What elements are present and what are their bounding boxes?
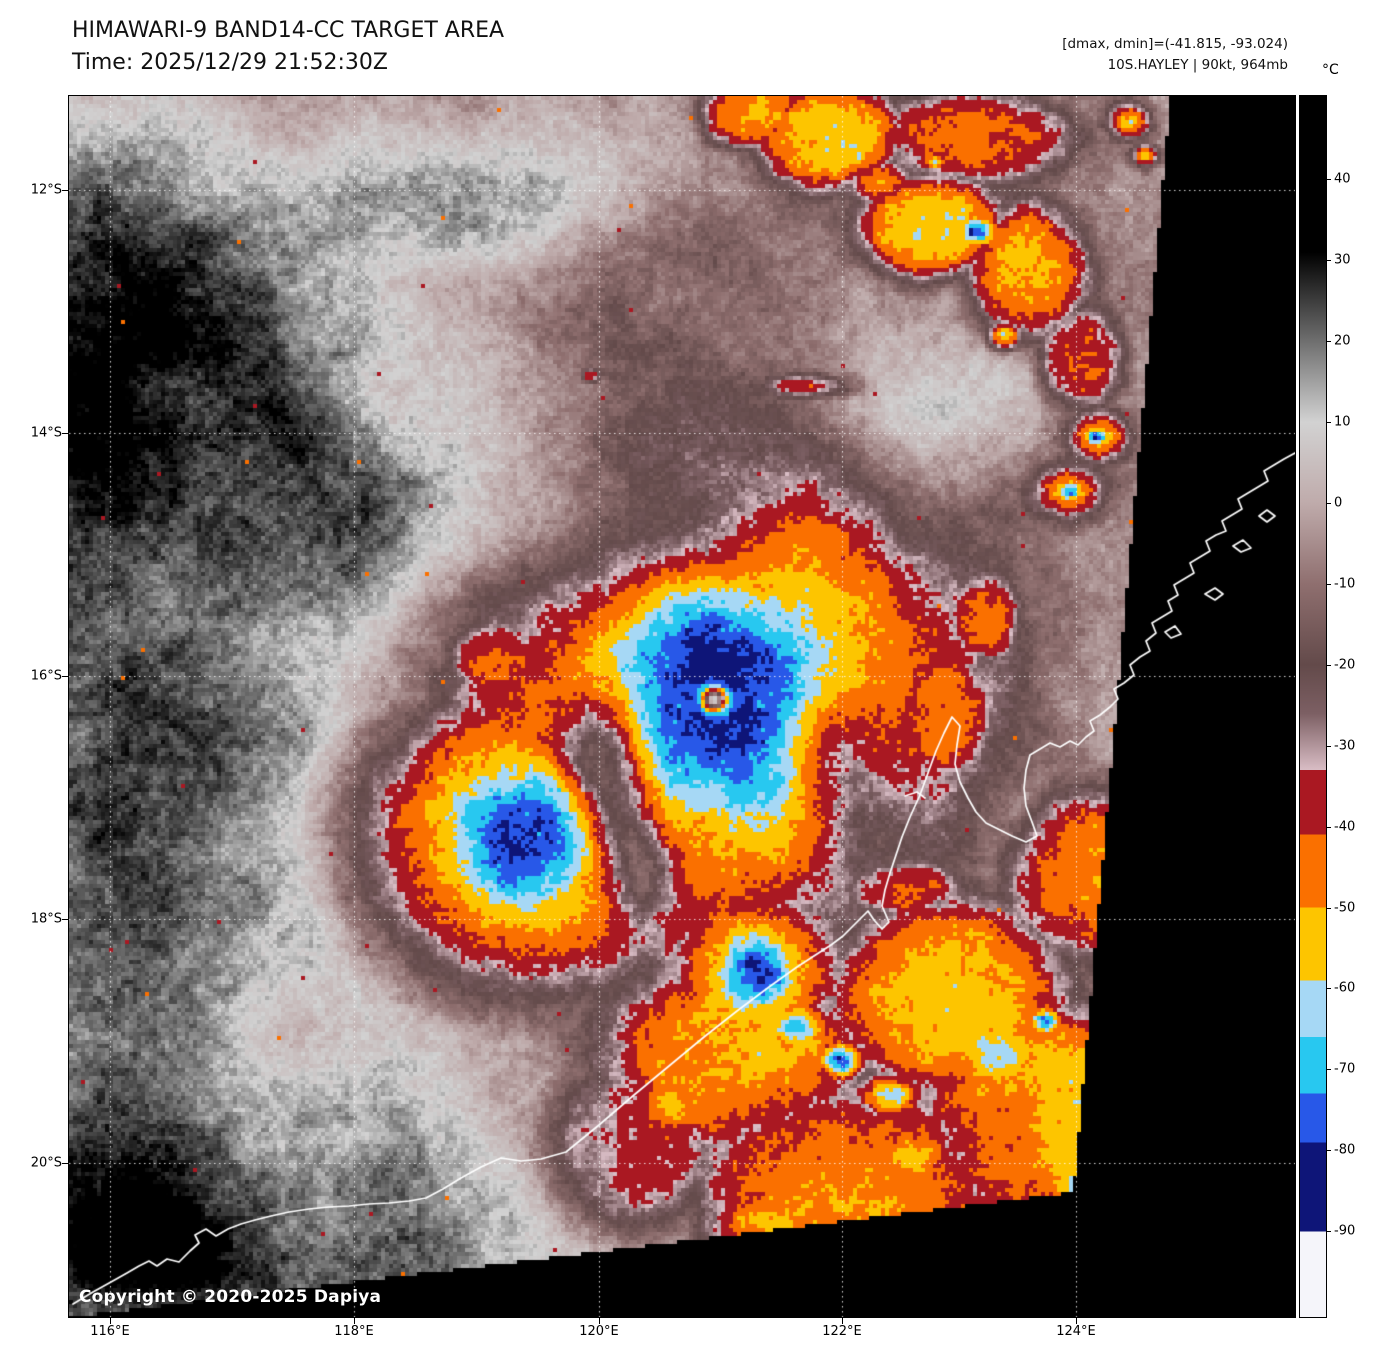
colorbar-tick-mark — [1327, 1069, 1331, 1071]
colorbar-tick-mark — [1327, 664, 1331, 666]
colorbar-tick-mark — [1327, 826, 1331, 828]
colorbar-tick-label: -80 — [1334, 1142, 1356, 1158]
colorbar-tick-mark — [1327, 583, 1331, 585]
colorbar-tick-mark — [1327, 422, 1331, 424]
lon-axis-tick — [842, 1318, 843, 1324]
lat-axis-tick — [62, 919, 68, 920]
colorbar-gradient — [1300, 96, 1326, 1317]
colorbar-tick-label: -60 — [1334, 980, 1356, 996]
lat-tick-label: 16°S — [30, 668, 62, 684]
colorbar-tick-label: 20 — [1334, 333, 1351, 349]
colorbar-tick-mark — [1327, 341, 1331, 343]
colorbar-tick-label: -70 — [1334, 1061, 1356, 1077]
lon-axis-tick — [110, 1318, 111, 1324]
colorbar-tick-label: -90 — [1334, 1223, 1356, 1239]
lat-axis-tick — [62, 1163, 68, 1164]
time-label: Time: 2025/12/29 21:52:30Z — [72, 50, 388, 75]
lat-tick-label: 14°S — [30, 425, 62, 441]
lon-tick-label: 116°E — [90, 1324, 130, 1339]
colorbar-tick-mark — [1327, 503, 1331, 504]
satellite-map-canvas — [69, 96, 1295, 1317]
colorbar-tick-label: -10 — [1334, 576, 1356, 592]
header-right-block: [dmax, dmin]=(-41.815, -93.024) 10S.HAYL… — [1062, 34, 1288, 76]
colorbar-tick-mark — [1327, 260, 1331, 262]
storm-info-label: 10S.HAYLEY | 90kt, 964mb — [1107, 57, 1288, 73]
copyright-label: Copyright © 2020-2025 Dapiya — [79, 1287, 382, 1307]
dmax-dmin-label: [dmax, dmin]=(-41.815, -93.024) — [1062, 36, 1288, 52]
lon-tick-label: 124°E — [1056, 1324, 1096, 1339]
colorbar-tick-label: 30 — [1334, 252, 1351, 268]
header-block: HIMAWARI-9 BAND14-CC TARGET AREA Time: 2… — [72, 18, 504, 76]
lon-tick-label: 118°E — [334, 1324, 374, 1339]
lat-tick-label: 12°S — [30, 182, 62, 198]
colorbar-tick-label: -50 — [1334, 900, 1356, 916]
colorbar-tick-label: -20 — [1334, 657, 1356, 673]
plot-area: Copyright © 2020-2025 Dapiya — [68, 95, 1296, 1318]
lat-axis-tick — [62, 433, 68, 434]
colorbar-tick-mark — [1327, 179, 1331, 181]
lon-axis-tick — [1076, 1318, 1077, 1324]
lon-tick-label: 120°E — [579, 1324, 619, 1339]
colorbar-tick-label: -30 — [1334, 738, 1356, 754]
lat-tick-label: 20°S — [30, 1155, 62, 1171]
lon-tick-label: 122°E — [822, 1324, 862, 1339]
colorbar-tick-label: -40 — [1334, 819, 1356, 835]
lat-tick-label: 18°S — [30, 911, 62, 927]
page-title: HIMAWARI-9 BAND14-CC TARGET AREA — [72, 18, 505, 43]
lon-axis-tick — [599, 1318, 600, 1324]
colorbar-tick-mark — [1327, 988, 1331, 990]
colorbar-tick-mark — [1327, 1150, 1331, 1152]
lat-axis-tick — [62, 676, 68, 677]
lat-axis-tick — [62, 190, 68, 191]
colorbar — [1299, 95, 1327, 1318]
colorbar-tick-label: 0 — [1334, 495, 1343, 511]
colorbar-unit-label: °C — [1322, 62, 1339, 78]
colorbar-tick-label: 10 — [1334, 414, 1351, 430]
lon-axis-tick — [354, 1318, 355, 1324]
colorbar-tick-mark — [1327, 745, 1331, 747]
colorbar-tick-mark — [1327, 1231, 1331, 1233]
colorbar-tick-mark — [1327, 907, 1331, 909]
colorbar-tick-label: 40 — [1334, 171, 1351, 187]
